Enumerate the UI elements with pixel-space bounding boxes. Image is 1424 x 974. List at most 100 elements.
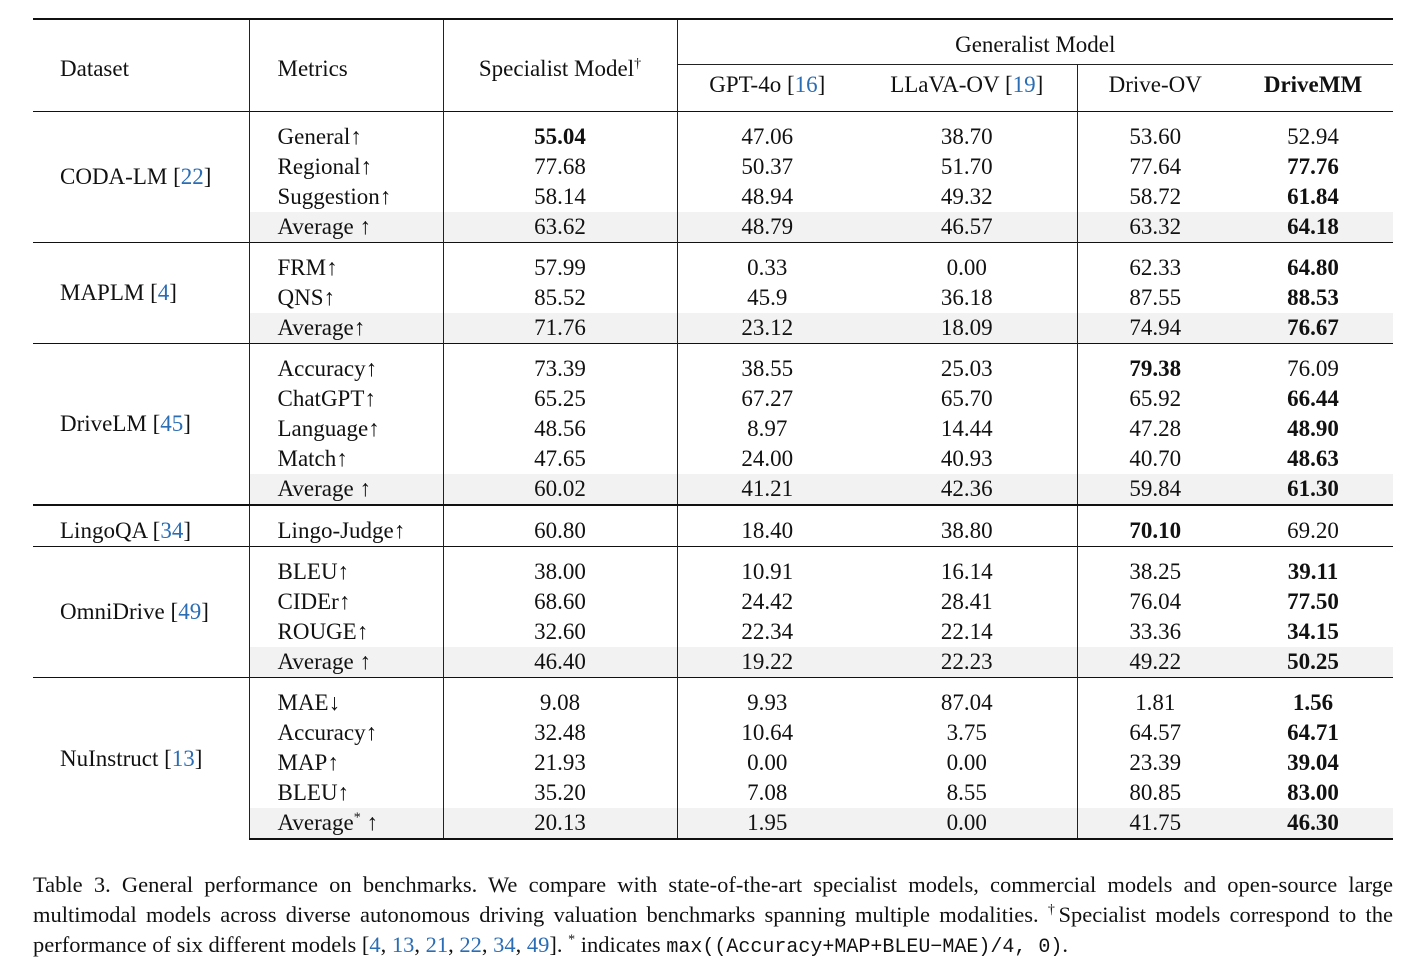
value-cell: 24.00 <box>676 444 857 474</box>
value-cell: 39.11 <box>1233 546 1394 587</box>
results-table-container: Dataset Metrics Specialist Model† Genera… <box>33 18 1394 840</box>
citation-link[interactable]: 4 <box>157 280 170 305</box>
value-cell: 64.57 <box>1076 718 1233 748</box>
metric-cell: QNS↑ <box>248 283 443 313</box>
value-cell: 49.32 <box>940 184 993 209</box>
metric-cell: Accuracy↑ <box>248 343 443 384</box>
metric-cell: Average ↑ <box>248 647 443 678</box>
value-cell: 61.84 <box>1287 184 1339 209</box>
table-caption: Table 3. General performance on benchmar… <box>33 872 1394 959</box>
value-cell: 7.08 <box>676 778 857 808</box>
citation-link[interactable]: 19 <box>1012 72 1036 97</box>
value-cell: 67.27 <box>676 384 857 414</box>
value-cell: 49.22 <box>1076 647 1233 678</box>
value-cell: 38.70 <box>857 111 1077 152</box>
value-cell: 47.06 <box>676 111 857 152</box>
citation-link[interactable]: 49 <box>526 932 550 957</box>
metric-cell: ROUGE↑ <box>248 617 443 647</box>
value-cell: 46.40 <box>442 647 677 678</box>
metric-cell: Average ↑ <box>248 474 443 505</box>
value-cell: 10.91 <box>676 546 857 587</box>
citation-link[interactable]: 16 <box>794 72 818 97</box>
citation-link[interactable]: 13 <box>171 745 195 771</box>
value-cell: 0.00 <box>676 748 857 778</box>
value-cell: 77.50 <box>1287 589 1339 614</box>
value-cell: 74.94 <box>1076 313 1233 344</box>
value-cell: 34.15 <box>1287 619 1339 644</box>
value-cell: 64.18 <box>1233 212 1394 243</box>
value-cell: 69.20 <box>1233 504 1394 547</box>
value-cell: 24.42 <box>676 587 857 617</box>
formula: max((Accuracy+MAP+BLEU−MAE)/4, 0) <box>666 936 1063 959</box>
value-cell: 41.21 <box>676 474 857 505</box>
citation-link[interactable]: 21 <box>425 932 449 957</box>
value-cell: 85.52 <box>442 283 677 313</box>
value-cell: 22.14 <box>940 619 993 644</box>
value-cell: 38.00 <box>442 546 677 587</box>
value-cell: 46.57 <box>857 212 1077 243</box>
value-cell: 65.70 <box>940 386 993 411</box>
value-cell: 47.28 <box>1076 414 1233 444</box>
value-cell: 40.93 <box>940 446 993 471</box>
value-cell: 48.63 <box>1287 446 1339 471</box>
value-cell: 48.79 <box>676 212 857 243</box>
value-cell: 66.44 <box>1287 386 1339 411</box>
value-cell: 36.18 <box>940 285 993 310</box>
value-cell: 58.14 <box>442 182 677 212</box>
metric-cell: MAE↓ <box>248 677 443 718</box>
metric-cell: Average ↑ <box>248 212 443 243</box>
citation-link[interactable]: 49 <box>178 599 202 624</box>
metric-cell: Lingo-Judge↑ <box>248 504 443 547</box>
value-cell: 65.92 <box>1076 384 1233 414</box>
dataset-maplm: MAPLM [4] <box>33 242 249 344</box>
value-cell: 38.25 <box>1076 546 1233 587</box>
value-cell: 1.95 <box>676 808 857 840</box>
value-cell: 57.99 <box>442 242 677 283</box>
value-cell: 9.08 <box>442 677 677 718</box>
value-cell: 48.94 <box>676 182 857 212</box>
value-cell: 77.76 <box>1287 154 1339 179</box>
value-cell: 39.04 <box>1287 750 1339 775</box>
citation-link[interactable]: 4 <box>369 932 381 957</box>
value-cell: 8.97 <box>676 414 857 444</box>
value-cell: 58.72 <box>1076 182 1233 212</box>
dataset-lingoqa: LingoQA [34] <box>33 504 249 547</box>
metric-cell: CIDEr↑ <box>248 587 443 617</box>
citation-link[interactable]: 22 <box>180 164 204 189</box>
citation-link[interactable]: 22 <box>459 932 482 957</box>
value-cell: 61.30 <box>1233 474 1394 505</box>
dataset-nuinstruct: NuInstruct [13] <box>33 677 249 839</box>
value-cell: 10.64 <box>676 718 857 748</box>
value-cell: 59.84 <box>1076 474 1233 505</box>
value-cell: 18.09 <box>857 313 1077 344</box>
value-cell: 73.39 <box>442 343 677 384</box>
value-cell: 21.93 <box>442 748 677 778</box>
value-cell: 70.10 <box>1076 504 1233 547</box>
value-cell: 62.33 <box>1076 242 1233 283</box>
value-cell: 0.00 <box>857 242 1077 283</box>
value-cell: 32.60 <box>442 617 677 647</box>
metric-cell: Average↑ <box>248 313 443 344</box>
value-cell: 14.44 <box>940 416 993 441</box>
citation-link[interactable]: 13 <box>391 932 415 957</box>
citation-link[interactable]: 45 <box>160 411 184 436</box>
value-cell: 41.75 <box>1076 808 1233 840</box>
value-cell: 3.75 <box>946 720 987 745</box>
metric-cell: Suggestion↑ <box>248 182 443 212</box>
metric-cell: BLEU↑ <box>248 778 443 808</box>
value-cell: 1.81 <box>1076 677 1233 718</box>
value-cell: 52.94 <box>1233 111 1394 152</box>
metric-cell: ChatGPT↑ <box>248 384 443 414</box>
dataset-omnidrive: OmniDrive [49] <box>33 546 249 678</box>
value-cell: 20.13 <box>442 808 677 840</box>
citation-link[interactable]: 34 <box>160 518 184 543</box>
citation-link[interactable]: 34 <box>493 932 516 957</box>
metric-cell: Regional↑ <box>248 152 443 182</box>
value-cell: 0.00 <box>857 808 1077 840</box>
value-cell: 63.32 <box>1076 212 1233 243</box>
results-table: Dataset Metrics Specialist Model† Genera… <box>33 18 1394 840</box>
dagger-mark: † <box>634 55 642 71</box>
value-cell: 50.25 <box>1233 647 1394 678</box>
value-cell: 63.62 <box>442 212 677 243</box>
value-cell: 22.34 <box>676 617 857 647</box>
